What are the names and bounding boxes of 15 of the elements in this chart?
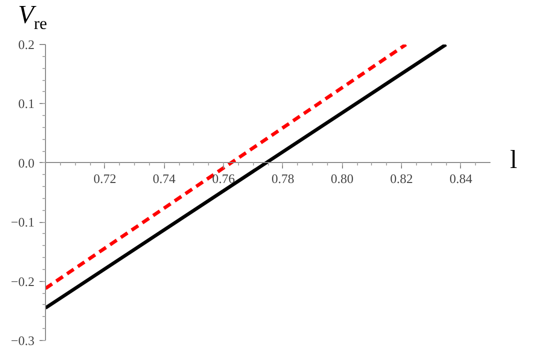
x-tick-label: 0.78 xyxy=(271,170,294,186)
y-axis-title: V$_{re}$ xyxy=(18,0,48,34)
x-tick-label: 0.82 xyxy=(390,170,413,186)
y-tick-label: 0.1 xyxy=(18,96,34,112)
x-tick-label: 0.74 xyxy=(152,170,176,186)
y-tick-label: 0.0 xyxy=(18,155,34,170)
y-tick-label: −0.2 xyxy=(10,274,35,289)
x-tick-label: 0.72 xyxy=(93,170,116,186)
x-tick-label: 0.84 xyxy=(449,170,473,186)
x-tick-label: 0.80 xyxy=(330,170,354,186)
x-axis-title: l xyxy=(510,145,518,175)
y-tick-label: 0.2 xyxy=(18,37,34,52)
y-tick-label: −0.3 xyxy=(10,333,35,348)
y-tick-label: −0.1 xyxy=(10,214,35,230)
x-tick-label: 0.76 xyxy=(212,170,236,186)
